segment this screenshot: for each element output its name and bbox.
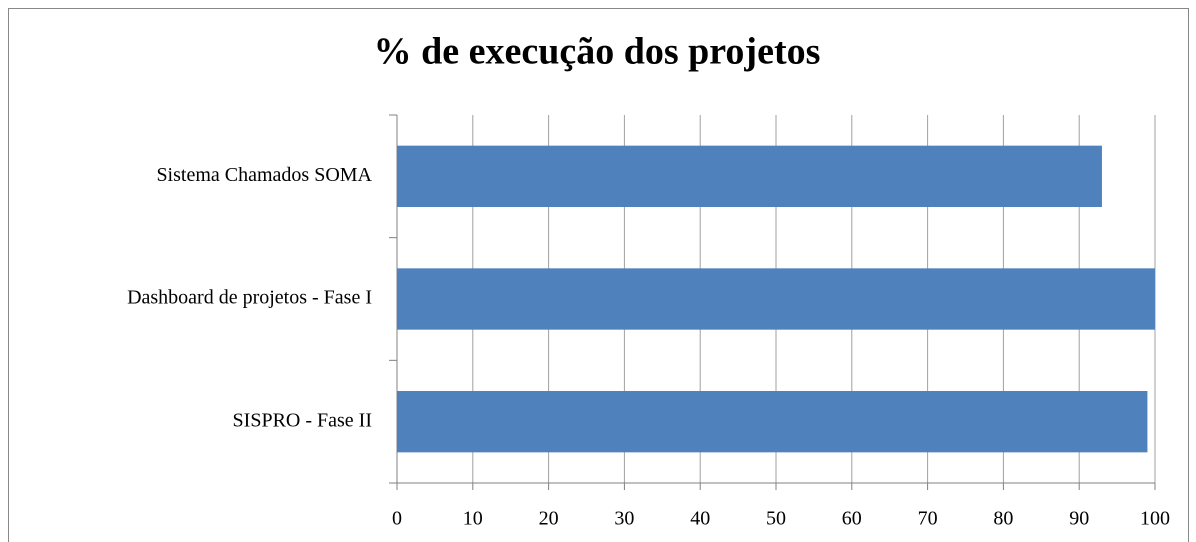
x-tick-label: 10 — [463, 508, 483, 530]
chart-title: % de execução dos projetos — [374, 31, 821, 73]
x-tick-label: 60 — [842, 508, 862, 530]
x-tick-label: 70 — [918, 508, 938, 530]
bar — [397, 145, 1102, 207]
bar — [397, 268, 1155, 330]
x-tick-label: 30 — [614, 508, 634, 530]
x-tick-label: 100 — [1140, 508, 1170, 530]
y-tick-label: Sistema Chamados SOMA — [156, 164, 372, 186]
x-tick-label: 50 — [766, 508, 786, 530]
y-tick-label: SISPRO - Fase II — [233, 409, 372, 431]
x-tick-label: 40 — [690, 508, 710, 530]
bar — [397, 391, 1148, 453]
x-tick-label: 90 — [1069, 508, 1089, 530]
y-tick-label: Dashboard de projetos - Fase I — [127, 287, 372, 309]
x-tick-label: 20 — [539, 508, 559, 530]
x-tick-label: 80 — [993, 508, 1013, 530]
x-tick-label: 0 — [392, 508, 402, 530]
